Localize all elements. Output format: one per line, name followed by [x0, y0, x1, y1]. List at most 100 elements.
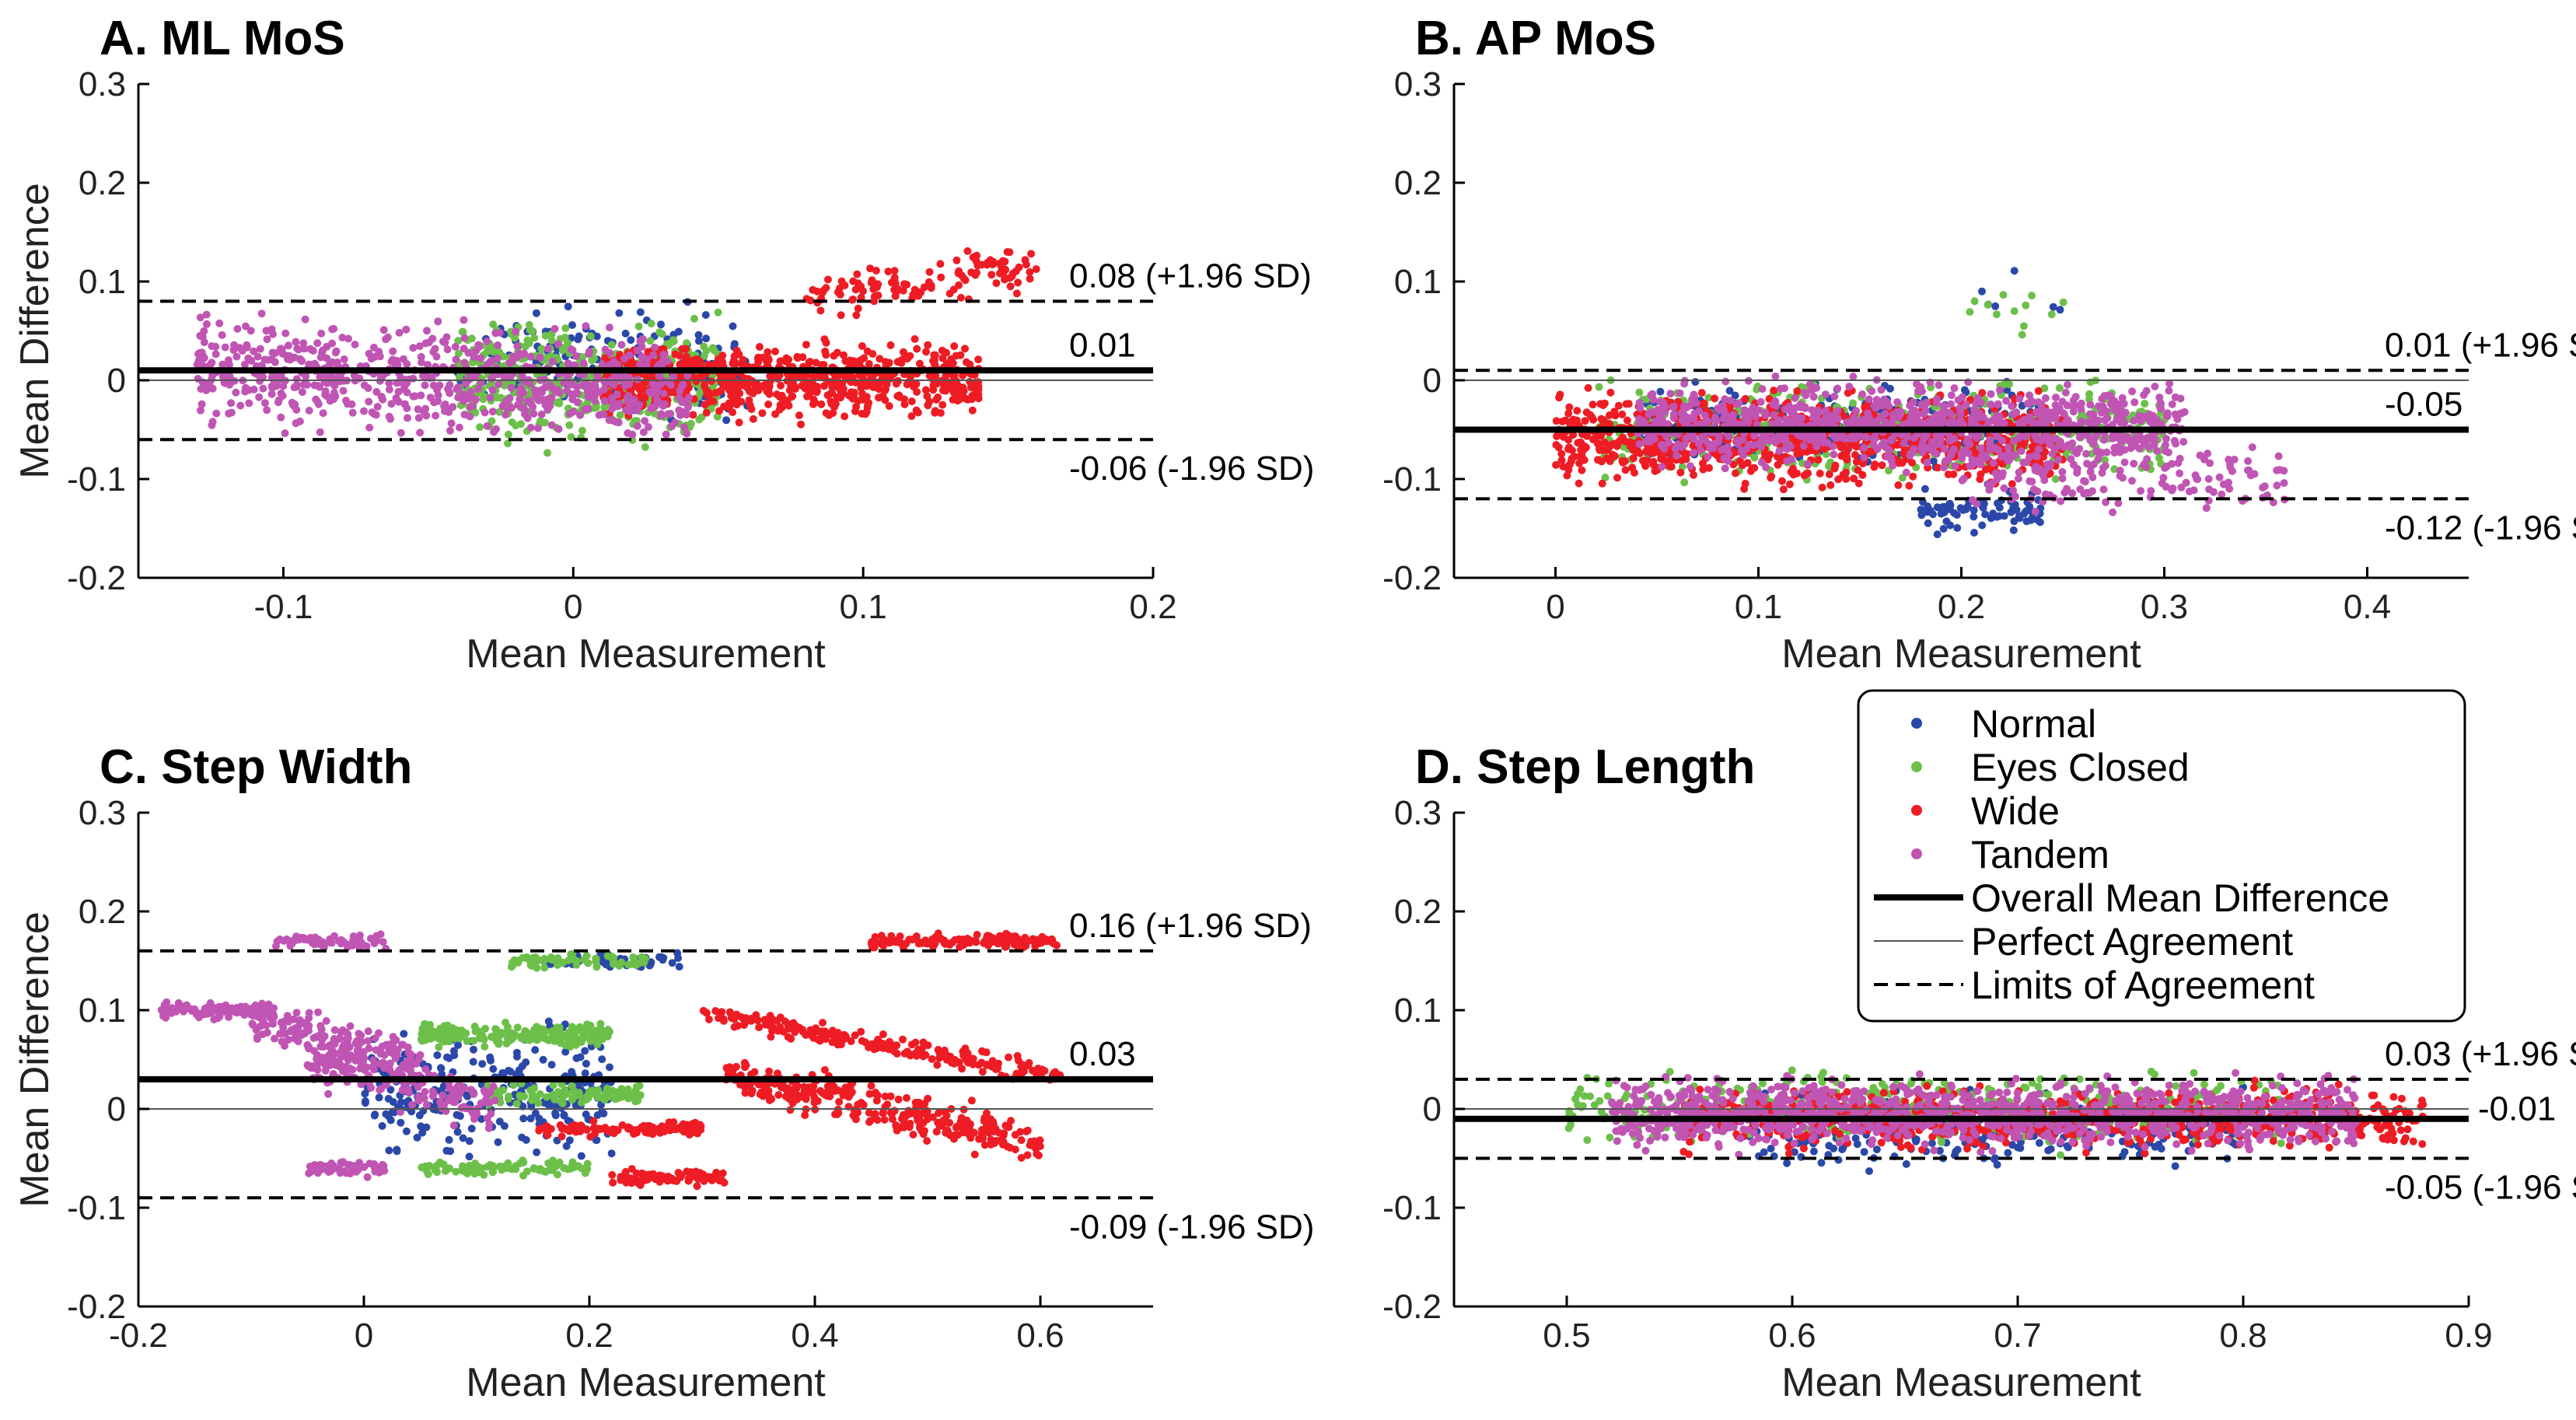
data-point	[547, 1061, 556, 1069]
data-point	[459, 327, 467, 336]
data-point	[2019, 458, 2028, 467]
data-point	[859, 287, 867, 296]
data-point	[365, 423, 374, 432]
data-point	[526, 423, 535, 432]
data-point	[2102, 448, 2111, 456]
data-point	[856, 372, 865, 379]
data-point	[1819, 432, 1827, 440]
data-point	[517, 384, 525, 393]
data-point	[1829, 442, 1837, 451]
data-point	[962, 358, 970, 366]
data-point	[218, 331, 226, 339]
data-point	[1837, 439, 1845, 448]
data-point	[751, 383, 760, 392]
data-point	[974, 383, 983, 390]
data-point	[2147, 487, 2155, 495]
data-point	[2033, 516, 2042, 524]
data-point	[553, 399, 561, 407]
data-point	[1743, 418, 1752, 426]
data-point	[694, 331, 703, 339]
data-point	[1781, 436, 1790, 445]
data-point	[2145, 414, 2154, 421]
data-point	[655, 361, 662, 369]
data-point	[2244, 456, 2253, 465]
data-point	[1651, 407, 1659, 416]
data-point	[646, 337, 655, 345]
data-point	[2034, 398, 2043, 407]
data-point	[915, 359, 924, 368]
data-point	[521, 410, 529, 418]
data-point	[518, 404, 526, 412]
data-point	[865, 360, 873, 368]
data-point	[397, 1118, 405, 1127]
data-point	[937, 273, 945, 282]
data-point	[1726, 415, 1735, 424]
data-point	[431, 345, 439, 353]
data-point	[200, 338, 208, 347]
data-point	[624, 429, 632, 437]
data-point	[1699, 459, 1707, 467]
data-point	[2130, 460, 2138, 468]
data-point	[671, 350, 680, 358]
data-point	[1809, 413, 1817, 421]
data-point	[694, 337, 703, 345]
data-point	[681, 359, 690, 368]
data-point	[2100, 392, 2109, 400]
data-point	[2116, 418, 2125, 427]
data-point	[1954, 396, 1963, 404]
data-point	[987, 271, 996, 279]
data-point	[1694, 439, 1703, 448]
data-point	[394, 387, 403, 396]
data-point	[1676, 389, 1684, 397]
data-point	[568, 346, 577, 355]
data-point	[2137, 487, 2145, 495]
data-point	[2106, 400, 2115, 408]
data-point	[1947, 450, 1956, 459]
data-point	[1809, 407, 1817, 415]
data-point	[333, 358, 341, 366]
data-point	[1939, 463, 1948, 472]
data-point	[825, 411, 834, 419]
data-point	[764, 348, 772, 356]
data-point	[1726, 397, 1735, 404]
data-point	[1991, 469, 2000, 477]
data-point	[1671, 444, 1679, 453]
y-tick-label: -0.2	[67, 559, 126, 597]
data-point	[2031, 451, 2039, 460]
data-point	[451, 342, 460, 351]
data-point	[454, 349, 463, 358]
data-point	[385, 412, 393, 421]
data-point	[534, 396, 543, 404]
data-point	[1878, 461, 1886, 470]
data-point	[554, 425, 563, 433]
data-point	[931, 408, 939, 417]
data-point	[295, 345, 302, 354]
data-point	[238, 347, 246, 355]
data-point	[2108, 432, 2116, 441]
data-point	[2049, 303, 2057, 311]
data-point	[2139, 461, 2148, 470]
data-point	[197, 400, 206, 408]
data-point	[950, 342, 959, 351]
data-point	[1705, 463, 1713, 472]
data-point	[1932, 414, 1940, 422]
data-point	[2011, 492, 2019, 501]
y-tick-label: 0.3	[1394, 65, 1442, 103]
data-point	[2022, 301, 2030, 310]
data-point	[1581, 417, 1589, 425]
data-point	[1962, 400, 1970, 409]
data-point	[1745, 440, 1753, 449]
data-point	[1598, 479, 1606, 488]
data-point	[581, 1069, 589, 1078]
data-point	[2097, 408, 2106, 417]
data-point	[351, 341, 359, 348]
data-point	[520, 349, 529, 358]
data-point	[278, 345, 286, 353]
data-point	[630, 396, 638, 404]
data-point	[1914, 416, 1922, 425]
data-point	[875, 393, 883, 402]
data-point	[305, 407, 313, 414]
data-point	[268, 348, 277, 357]
data-point	[454, 1041, 463, 1049]
